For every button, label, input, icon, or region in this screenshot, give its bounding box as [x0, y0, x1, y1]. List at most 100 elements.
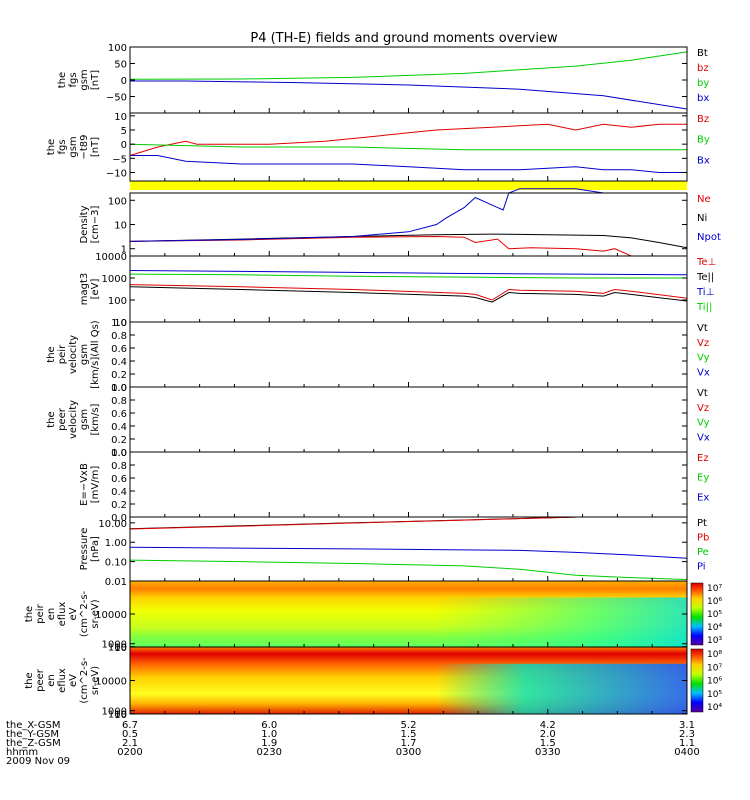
legend-Te||: Te|| — [696, 272, 714, 283]
y-axis-label: gsm — [68, 136, 79, 157]
y-axis-label: fgs — [68, 72, 79, 87]
y-tick-label: 1.00 — [105, 538, 127, 549]
y-axis-label: the — [24, 606, 35, 622]
y-axis-label: [nT] — [90, 70, 101, 90]
date-label: 2009 Nov 09 — [6, 756, 70, 767]
y-axis-label: [km/s] — [90, 403, 101, 435]
y-axis-label: magt3 — [79, 273, 90, 306]
legend-Ex: Ex — [697, 492, 709, 503]
panel-frame — [129, 112, 688, 182]
y-tick-label: 100 — [108, 43, 127, 54]
y-tick-label: 10 — [114, 221, 127, 232]
y-axis-label: (cm^2-s- — [79, 590, 90, 637]
x-row-value: 0400 — [674, 747, 699, 758]
y-axis-label: [nT] — [90, 137, 101, 157]
y-tick-label: 0.4 — [111, 422, 127, 433]
y-tick-label: 50 — [114, 60, 127, 71]
y-tick-label: 10 — [114, 112, 127, 123]
y-axis-label: the — [24, 672, 35, 688]
x-row-label: the_Y-GSM — [6, 729, 59, 740]
y-tick-label: 0.2 — [111, 370, 127, 381]
legend-Ez: Ez — [697, 453, 709, 464]
legend-Vz: Vz — [697, 403, 709, 414]
y-tick-label: 100 — [108, 296, 127, 307]
y-axis-label: sr-eV) — [90, 666, 101, 695]
y-tick-label: 1000 — [102, 640, 127, 651]
x-row-label: the_Z-GSM — [6, 738, 61, 749]
series-Ti|| — [129, 273, 687, 279]
y-tick-label: 0.0 — [111, 513, 127, 524]
y-axis-label: E=−VxB — [79, 463, 90, 506]
y-tick-label: 0.0 — [111, 383, 127, 394]
x-row-value: 1.7 — [401, 738, 417, 749]
colorbar-label: 10⁴ — [707, 623, 722, 633]
y-axis-label: peir — [35, 603, 46, 623]
y-axis-label: (cm^2-s- — [79, 657, 90, 704]
series-Pe — [129, 559, 688, 580]
y-axis-label: [km/s](All Qs) — [90, 320, 101, 388]
legend-Vy: Vy — [697, 418, 710, 429]
y-axis-label: peir — [57, 344, 68, 364]
y-axis-label: Pressure — [79, 528, 90, 571]
series-Pb — [129, 516, 576, 530]
panel-pressure: Pt Pb Pe Pi 10.00 1.00 0.10 0.01 Pressure [nPa] — [79, 516, 709, 588]
y-tick-label: 0.6 — [111, 474, 127, 485]
x-row-value: 2.1 — [122, 738, 138, 749]
y-tick-label: 0.6 — [111, 344, 127, 355]
series-Pi — [129, 546, 688, 559]
y-axis-label: gsm — [79, 344, 90, 365]
x-row-value: 2.0 — [540, 729, 556, 740]
y-tick-label: −10 — [106, 169, 127, 180]
panel-efield: Ez Ey Ex 1.0 0.8 0.6 0.4 0.2 0.0 E=−VxB [mV/m] — [79, 448, 709, 524]
legend-bz: bz — [697, 63, 709, 74]
x-row-value: 0300 — [396, 747, 421, 758]
x-row-value: 1.5 — [540, 738, 556, 749]
legend-Bx: Bx — [697, 155, 710, 166]
panel-peir_velocity: Vt Vz Vy Vx 1.0 0.8 0.6 0.4 0.2 0.0 the peir velocit… — [46, 318, 710, 394]
panel-density: Ne Ni Npot 100 10 1 Density [cm−3] — [79, 188, 721, 257]
y-axis-label: eflux — [57, 668, 68, 693]
panel-frame — [129, 46, 688, 114]
y-axis-label: the — [46, 139, 57, 155]
legend-Vz: Vz — [697, 338, 709, 349]
colorbar-label: 10⁷ — [707, 663, 722, 673]
y-axis-label: eflux — [57, 602, 68, 627]
x-row-value: 1.9 — [261, 738, 277, 749]
y-axis-label: the — [46, 411, 57, 427]
y-tick-label: 100 — [108, 643, 127, 654]
y-tick-label: −5 — [112, 154, 127, 165]
series-Npot — [129, 188, 604, 242]
y-axis-label: peer — [57, 407, 68, 431]
legend-Vx: Vx — [697, 432, 710, 443]
y-tick-label: 0.10 — [105, 558, 127, 569]
colorbar-label: 10⁸ — [707, 650, 722, 660]
yellow-status-bar — [130, 181, 687, 190]
legend-Ti⊥: Ti⊥ — [696, 287, 714, 298]
y-tick-label: 10 — [114, 318, 127, 329]
series-Te|| — [129, 286, 688, 303]
y-axis-label: eV — [68, 607, 79, 620]
colorbar-label: 10³ — [707, 636, 722, 646]
y-tick-label: −50 — [106, 93, 127, 104]
panel-peer_velocity: Vt Vz Vy Vx 1.0 0.8 0.6 0.4 0.2 0.0 the peer velocit… — [46, 383, 710, 459]
x-row-value: 0200 — [117, 747, 142, 758]
y-tick-label: 0.2 — [111, 435, 127, 446]
y-tick-label: 0 — [121, 76, 127, 87]
legend-Te⊥: Te⊥ — [696, 257, 716, 268]
legend-Ni: Ni — [697, 213, 707, 224]
x-row-value: 6.0 — [261, 720, 277, 731]
y-axis-label: gsm — [79, 409, 90, 430]
series-by — [129, 51, 688, 80]
legend-Vt: Vt — [697, 323, 708, 334]
y-tick-label: 0.0 — [111, 448, 127, 459]
series-By — [129, 143, 687, 151]
legend-Vy: Vy — [697, 353, 710, 364]
y-tick-label: 1000 — [102, 707, 127, 718]
y-tick-label: 1.0 — [111, 318, 127, 329]
x-row-value: 2.3 — [679, 729, 695, 740]
y-axis-label: −t89 — [79, 134, 90, 159]
series-Te⊥ — [129, 284, 688, 301]
legend-Bt: Bt — [697, 48, 708, 59]
legend-by: by — [697, 78, 709, 89]
x-row-value: 0330 — [535, 747, 560, 758]
